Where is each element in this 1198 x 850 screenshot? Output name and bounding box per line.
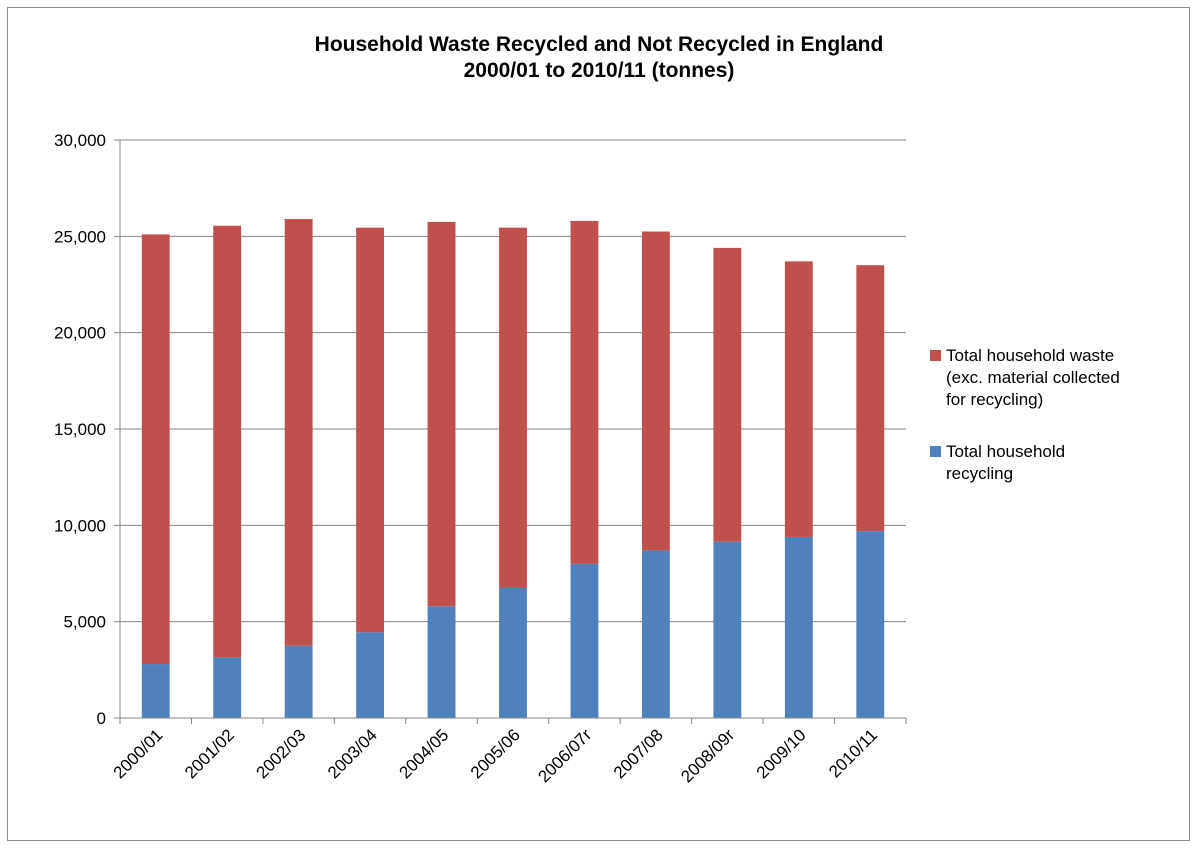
x-tick-labels: 2000/01 2001/02 2002/03 2003/04 2004/05 2005/… [110, 725, 881, 786]
x-tick-label: 2006/07r [534, 725, 595, 786]
axes [114, 139, 907, 724]
bar-recycling-2006-07r [570, 563, 599, 718]
legend-label-waste-line: (exc. material collected [946, 368, 1120, 387]
chart-title-line-1: Household Waste Recycled and Not Recycle… [314, 33, 884, 56]
bar-waste-2010-11 [856, 265, 885, 532]
bar-waste-2002-03 [284, 218, 313, 646]
legend-swatch-recycling [930, 446, 941, 457]
bar-recycling-2004-05 [427, 606, 456, 718]
bar-waste-2008-09r [713, 247, 742, 542]
x-tick-label: 2001/02 [181, 725, 238, 782]
bar-waste-2000-01 [141, 234, 170, 665]
y-tick-label: 25,000 [54, 227, 106, 246]
bar-recycling-2002-03 [284, 645, 313, 718]
bar-recycling-2001-02 [213, 657, 242, 718]
x-tick-label: 2009/10 [753, 725, 810, 782]
chart-frame [7, 7, 1190, 841]
chart-title: Household Waste Recycled and Not Recycle… [0, 32, 1198, 84]
y-tick-labels: 0 5,000 10,000 15,000 20,000 25,000 30,000 [54, 131, 106, 728]
bar-waste-2006-07r [570, 220, 599, 564]
y-tick-label: 15,000 [54, 420, 106, 439]
bar-waste-2005-06 [499, 227, 527, 588]
bar-recycling-2008-09r [713, 541, 742, 718]
x-tick-label: 2008/09r [677, 725, 738, 786]
legend: Total household waste (exc. material col… [930, 345, 1190, 509]
x-tick-label: 2004/05 [395, 725, 452, 782]
bar-waste-2004-05 [427, 221, 456, 607]
legend-label-waste: Total household waste (exc. material col… [946, 345, 1186, 411]
x-tick-label: 2002/03 [253, 725, 310, 782]
bar-recycling-2010-11 [856, 531, 885, 718]
bar-waste-2007-08 [641, 231, 670, 551]
legend-label-recycling-line: Total household [946, 442, 1066, 461]
bar-waste-2009-10 [784, 261, 813, 537]
legend-label-recycling-line: recycling [946, 464, 1014, 483]
x-tick-label: 2000/01 [110, 725, 167, 782]
legend-item-waste: Total household waste (exc. material col… [930, 345, 1190, 411]
x-tick-label: 2007/08 [610, 725, 667, 782]
x-tick-label: 2003/04 [324, 725, 381, 782]
chart-title-line-2: 2000/01 to 2010/11 (tonnes) [463, 59, 735, 82]
bar-recycling-2007-08 [641, 550, 670, 718]
legend-label-recycling: Total household recycling [946, 441, 1186, 485]
bar-recycling-2000-01 [141, 664, 170, 718]
bar-recycling-2009-10 [784, 536, 813, 718]
legend-swatch-waste [930, 350, 941, 361]
x-tick-label: 2010/11 [825, 725, 881, 781]
bars [141, 218, 885, 718]
bar-recycling-2003-04 [356, 632, 385, 718]
bar-recycling-2005-06 [499, 587, 527, 718]
legend-label-waste-line: Total household waste [946, 346, 1115, 365]
y-tick-label: 20,000 [54, 324, 106, 343]
bar-waste-2003-04 [356, 227, 385, 633]
bar-waste-2001-02 [213, 225, 242, 658]
y-tick-label: 30,000 [54, 131, 106, 150]
x-tick-label: 2005/06 [467, 725, 524, 782]
y-tick-label: 10,000 [54, 516, 106, 535]
y-tick-label: 0 [97, 709, 106, 728]
legend-label-waste-line: for recycling) [946, 390, 1044, 409]
legend-item-recycling: Total household recycling [930, 441, 1190, 485]
y-tick-label: 5,000 [63, 613, 106, 632]
